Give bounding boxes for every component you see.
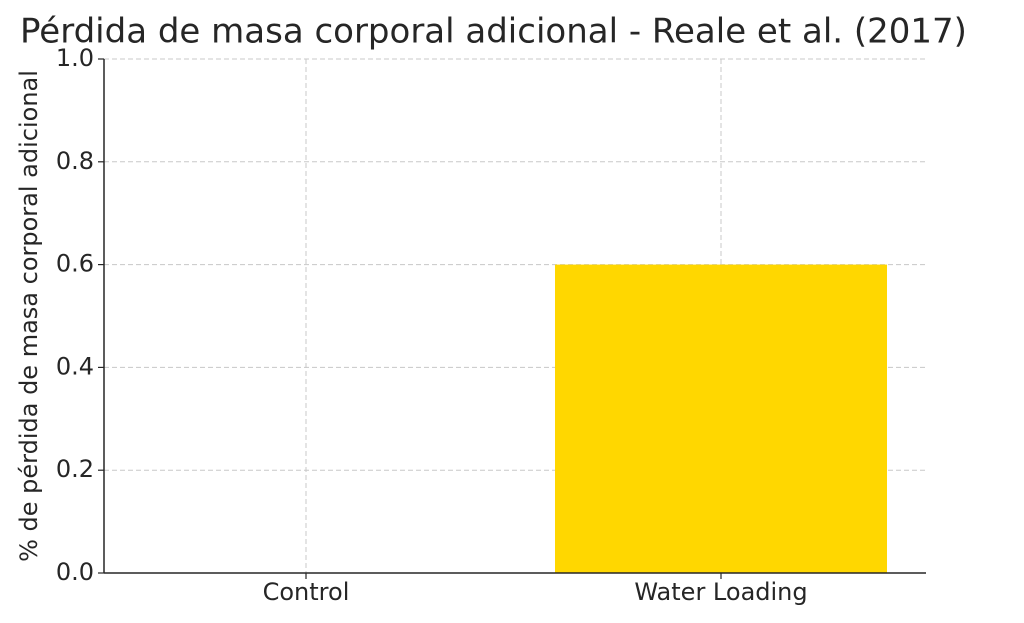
bar: [555, 264, 887, 573]
y-tick-label: 0.8: [56, 147, 94, 175]
x-tick-label: Control: [263, 578, 350, 606]
y-tick-label: 1.0: [56, 44, 94, 72]
chart-title: Pérdida de masa corporal adicional - Rea…: [20, 12, 967, 52]
x-tick-label: Water Loading: [634, 578, 807, 606]
y-tick-label: 0.4: [56, 352, 94, 380]
y-axis-label: % de pérdida de masa corporal adicional: [15, 70, 43, 562]
y-tick-label: 0.0: [56, 558, 94, 586]
y-tick-label: 0.2: [56, 455, 94, 483]
y-tick-label: 0.6: [56, 250, 94, 278]
